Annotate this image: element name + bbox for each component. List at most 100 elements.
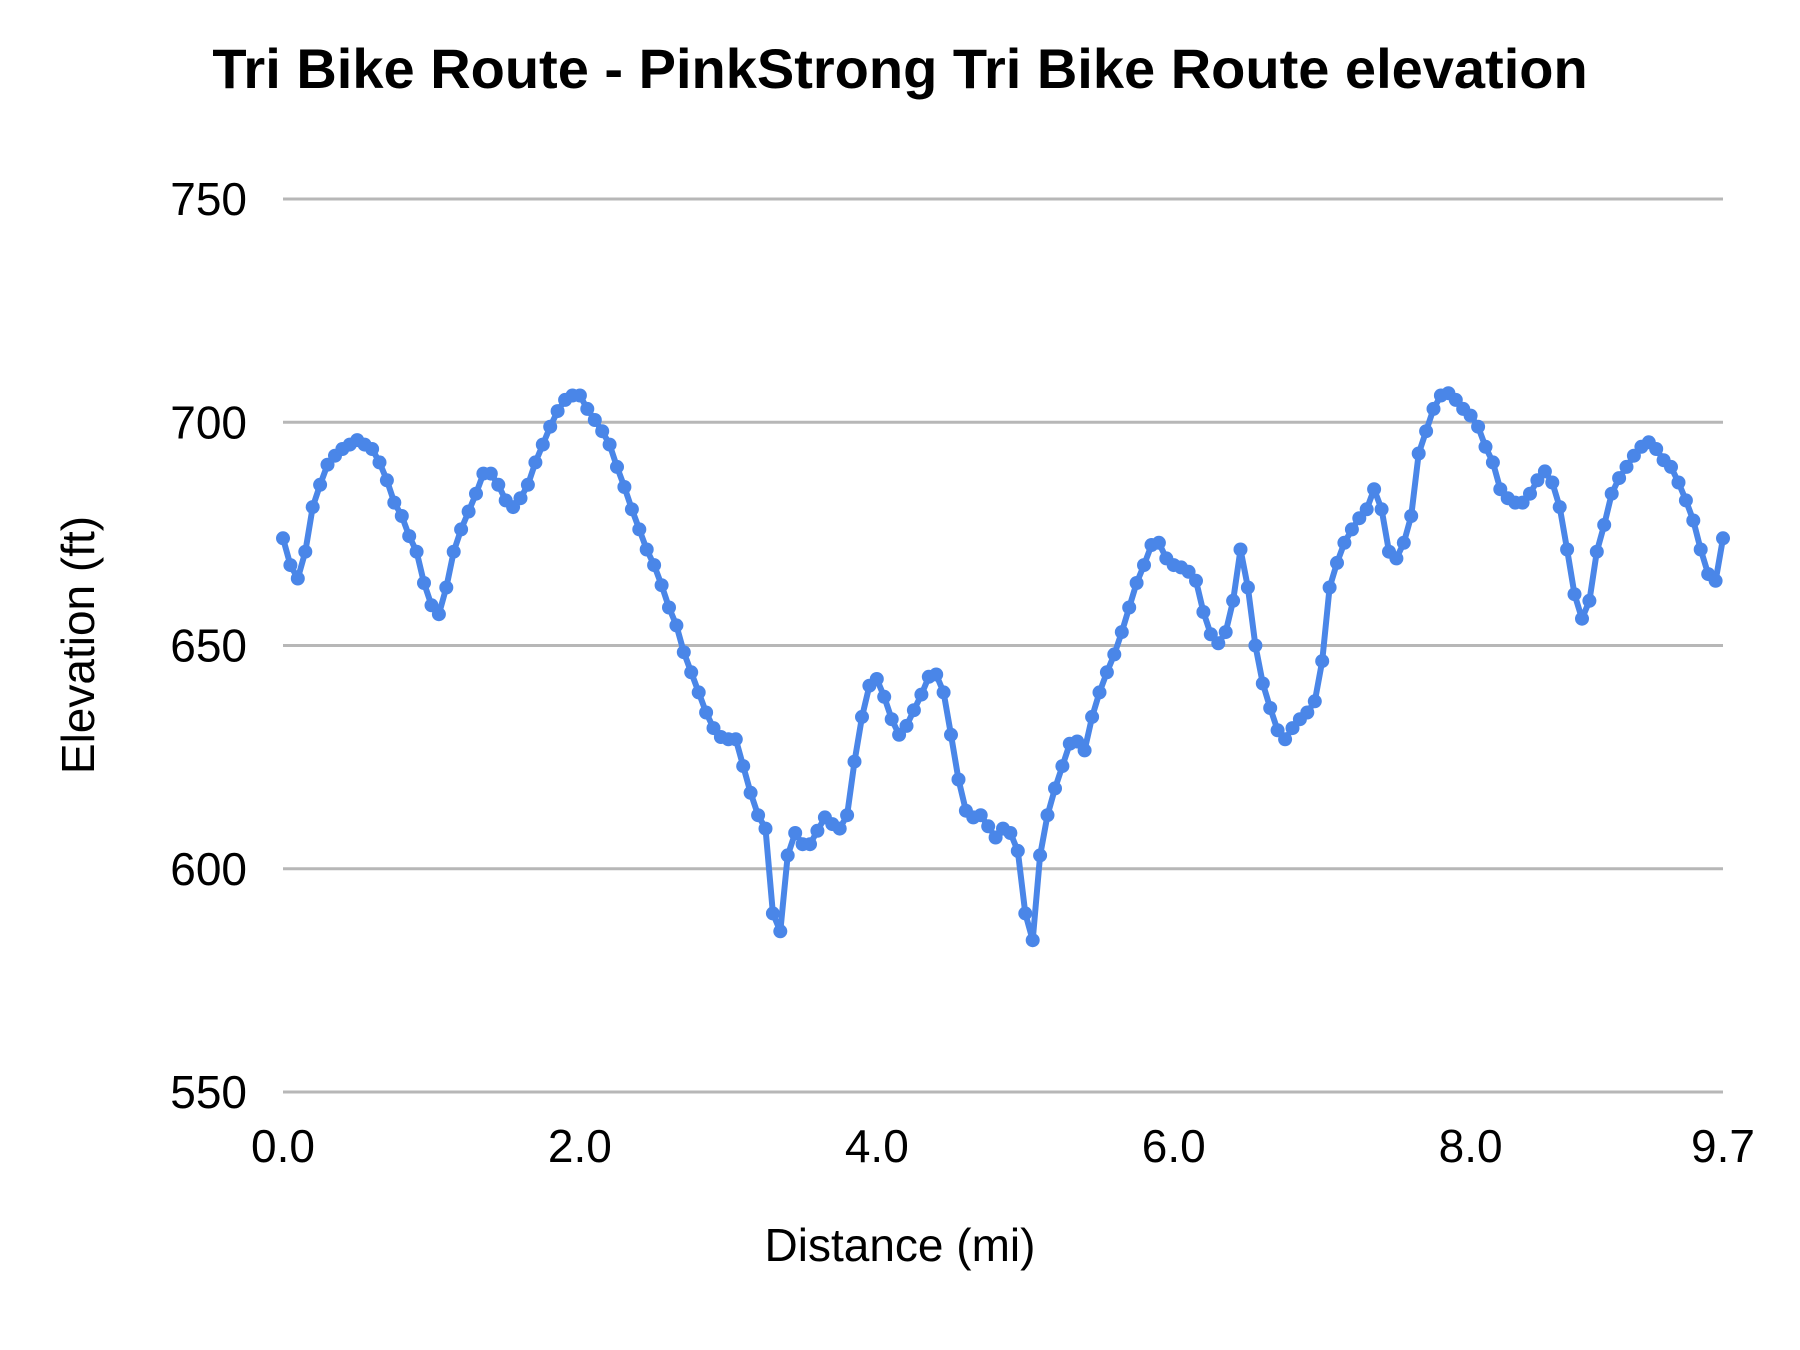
- data-point: [773, 924, 788, 939]
- data-point: [298, 544, 313, 559]
- data-point: [1033, 848, 1048, 863]
- data-point: [1404, 509, 1419, 523]
- data-point: [610, 459, 624, 474]
- y-tick-label: 750: [170, 173, 247, 225]
- data-point: [595, 424, 610, 439]
- data-point: [1545, 475, 1560, 490]
- data-point: [1322, 580, 1337, 595]
- data-point: [1567, 587, 1582, 602]
- x-tick-label: 0.0: [251, 1120, 315, 1172]
- data-point: [1552, 500, 1567, 515]
- y-tick-label: 700: [170, 396, 247, 448]
- data-point: [617, 480, 632, 494]
- data-point: [446, 544, 461, 559]
- data-point: [1151, 535, 1166, 550]
- data-point: [1575, 611, 1589, 626]
- data-point: [394, 509, 409, 523]
- data-point: [1218, 625, 1233, 640]
- data-point: [1129, 576, 1144, 590]
- y-tick-label: 550: [170, 1066, 247, 1118]
- y-tick-label: 650: [170, 620, 247, 672]
- data-point: [290, 571, 305, 586]
- data-point: [1671, 475, 1686, 490]
- data-point: [491, 477, 506, 492]
- data-point: [1686, 513, 1701, 528]
- data-point: [365, 442, 380, 456]
- data-point: [840, 808, 855, 823]
- data-point: [1478, 439, 1493, 454]
- data-point: [1678, 493, 1693, 508]
- data-point: [929, 667, 944, 682]
- data-point: [1048, 781, 1062, 796]
- data-point: [580, 401, 595, 416]
- data-point: [1389, 551, 1404, 566]
- data-point: [758, 821, 773, 836]
- data-point: [1315, 654, 1330, 669]
- data-point: [1396, 535, 1411, 550]
- data-point: [313, 477, 328, 492]
- data-point: [535, 437, 550, 452]
- data-point: [379, 473, 394, 488]
- data-point: [1055, 759, 1070, 774]
- data-point: [1693, 542, 1708, 557]
- data-point: [632, 522, 647, 537]
- chart-title: Tri Bike Route - PinkStrong Tri Bike Rou…: [212, 37, 1588, 100]
- data-point: [751, 808, 766, 823]
- data-point: [1003, 826, 1018, 840]
- data-point: [1367, 482, 1382, 497]
- data-point: [572, 388, 587, 403]
- data-point: [1107, 647, 1122, 662]
- data-point: [847, 754, 862, 769]
- data-point: [1471, 419, 1486, 434]
- data-point: [765, 906, 780, 921]
- elevation-line: [280, 390, 1726, 944]
- data-point: [676, 645, 691, 660]
- data-point: [803, 837, 817, 852]
- data-point: [1307, 694, 1322, 709]
- data-point: [1211, 636, 1226, 651]
- data-point: [1597, 517, 1612, 532]
- data-point: [372, 455, 387, 470]
- data-point: [1092, 685, 1107, 700]
- data-point: [624, 502, 639, 517]
- data-point: [1330, 555, 1344, 570]
- data-point: [409, 544, 424, 559]
- data-point: [832, 821, 847, 836]
- data-point: [602, 437, 617, 452]
- data-point: [1226, 593, 1241, 608]
- data-point: [780, 848, 795, 863]
- data-point: [1716, 531, 1730, 546]
- data-point: [855, 709, 869, 724]
- x-tick-label: 9.7: [1691, 1120, 1755, 1172]
- data-point: [1025, 933, 1040, 948]
- data-point: [439, 580, 454, 595]
- data-point: [981, 819, 996, 834]
- data-point: [684, 665, 699, 680]
- x-tick-label: 6.0: [1142, 1120, 1206, 1172]
- data-point: [936, 685, 951, 700]
- data-point: [699, 705, 714, 720]
- data-point: [1010, 843, 1025, 858]
- data-point: [1077, 743, 1092, 758]
- data-point: [1114, 625, 1129, 640]
- data-point: [669, 618, 684, 633]
- data-point: [1240, 580, 1255, 595]
- data-point: [1122, 600, 1137, 615]
- data-point: [951, 772, 966, 787]
- data-point: [1485, 455, 1500, 470]
- data-point: [1344, 522, 1359, 537]
- data-point: [469, 486, 483, 501]
- data-point: [1589, 544, 1604, 559]
- data-point: [587, 413, 602, 427]
- data-point: [1411, 446, 1426, 461]
- data-point: [743, 785, 758, 800]
- data-point: [1604, 486, 1619, 501]
- x-tick-label: 2.0: [548, 1120, 612, 1172]
- data-point: [1708, 573, 1723, 588]
- data-point: [1523, 486, 1537, 501]
- data-point: [1582, 593, 1597, 608]
- data-point: [1248, 638, 1263, 653]
- data-point: [305, 500, 320, 515]
- data-point: [1649, 442, 1664, 456]
